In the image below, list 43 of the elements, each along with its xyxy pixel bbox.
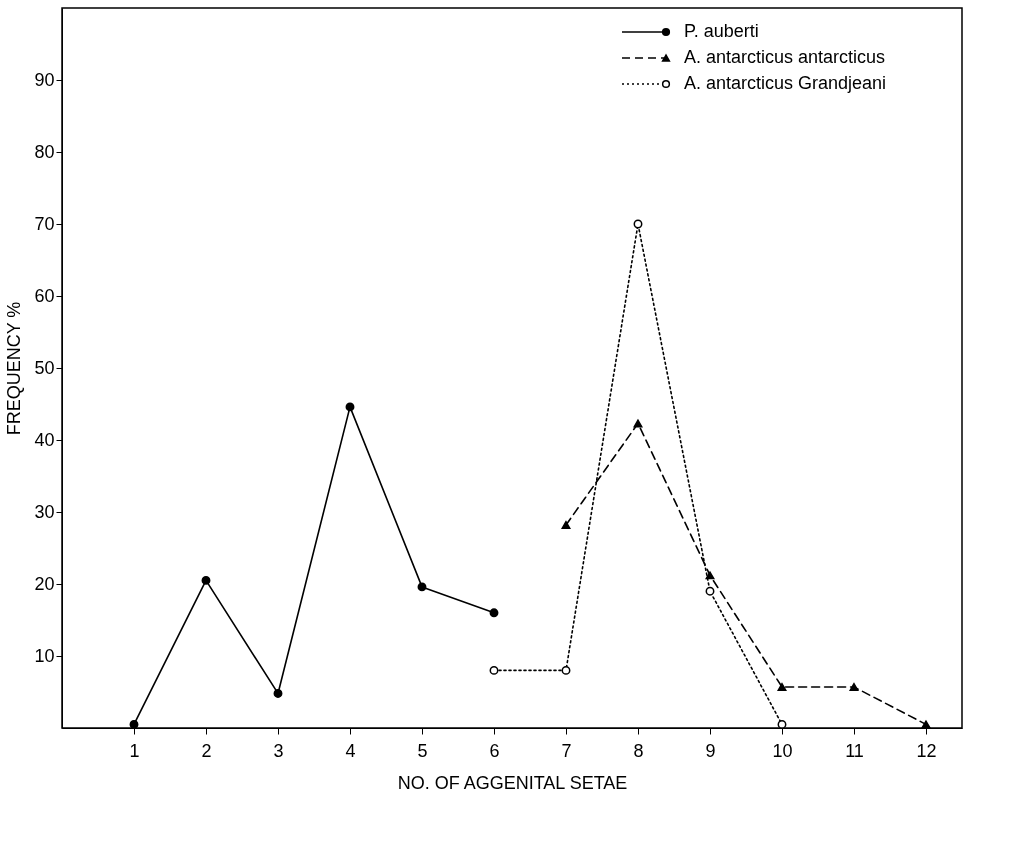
point <box>417 582 427 592</box>
x-tick-label: 4 <box>345 740 356 761</box>
point <box>201 575 211 585</box>
x-axis-title: NO. OF AGGENITAL SETAE <box>397 772 628 793</box>
y-tick-label: 80 <box>34 141 55 162</box>
x-tick-label: 8 <box>633 740 644 761</box>
y-tick-label: 60 <box>34 285 55 306</box>
x-tick-label: 3 <box>273 740 284 761</box>
x-tick-label: 7 <box>561 740 572 761</box>
x-tick-label: 12 <box>916 740 937 761</box>
point <box>633 219 643 229</box>
legend-label: P. auberti <box>684 21 759 41</box>
y-axis-title: FREQUENCY % <box>4 301 25 436</box>
y-tick-label: 70 <box>34 213 55 234</box>
point <box>489 665 499 675</box>
x-tick-label: 6 <box>489 740 500 761</box>
point <box>561 521 571 529</box>
x-tick-label: 2 <box>201 740 212 761</box>
point <box>777 683 787 691</box>
y-tick-label: 20 <box>34 573 55 594</box>
point <box>921 720 931 729</box>
y-tick-label: 40 <box>34 429 55 450</box>
y-tick-label: 50 <box>34 357 55 378</box>
x-tick-label: 10 <box>772 740 793 761</box>
x-tick-label: 9 <box>705 740 716 761</box>
legend-label: A. antarcticus antarcticus <box>684 47 886 67</box>
x-tick-label: 11 <box>845 740 864 761</box>
y-tick-label: 30 <box>34 501 55 522</box>
point <box>489 608 499 618</box>
point <box>633 419 643 428</box>
point <box>849 683 859 691</box>
point <box>129 719 139 729</box>
legend-label: A. antarcticus Grandjeani <box>684 73 887 93</box>
point <box>777 719 787 729</box>
x-tick-label: 1 <box>129 740 140 761</box>
point <box>561 665 571 675</box>
x-tick-label: 5 <box>417 740 428 761</box>
y-tick-label: 90 <box>34 69 55 90</box>
point <box>345 402 355 412</box>
point <box>705 586 715 596</box>
point <box>273 688 283 698</box>
point <box>705 571 715 580</box>
y-tick-label: 10 <box>34 645 55 666</box>
